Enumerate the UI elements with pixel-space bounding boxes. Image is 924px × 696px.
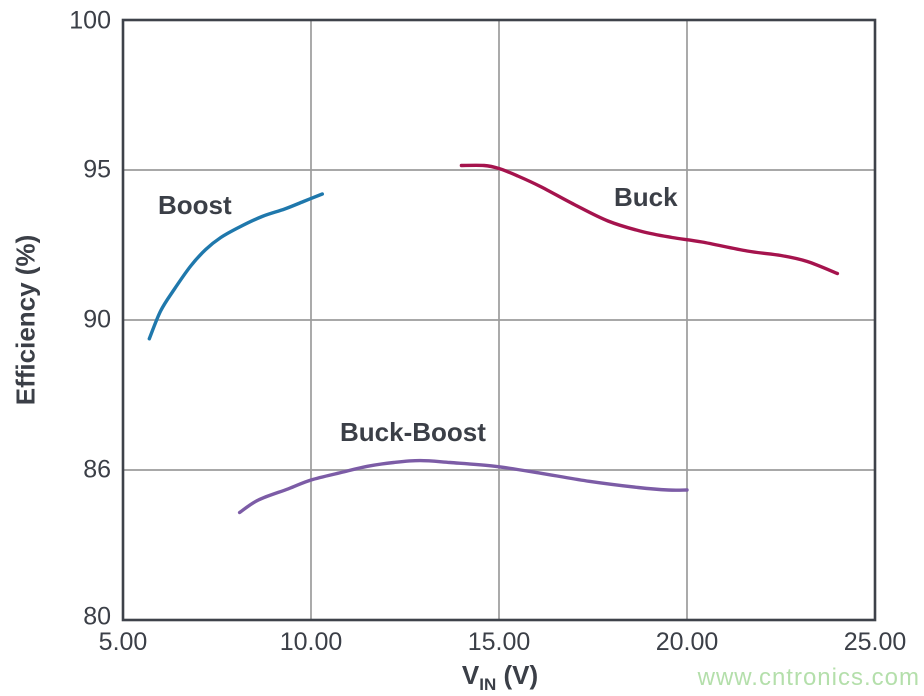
series-label-buck: Buck — [614, 182, 678, 212]
y-tick-label: 100 — [69, 6, 111, 35]
x-tick-label: 20.00 — [655, 628, 719, 656]
y-tick-label: 86 — [83, 455, 111, 484]
series-curve-buck-boost — [237, 458, 689, 515]
series-curve-buck — [459, 163, 840, 276]
x-tick-label: 10.00 — [279, 628, 343, 656]
y-tick-label: 80 — [83, 602, 111, 631]
x-tick-label: 5.00 — [98, 628, 148, 656]
x-tick-label: 25.00 — [843, 628, 907, 656]
series-label-buck-boost: Buck-Boost — [340, 417, 486, 447]
x-axis-title-sub: IN — [479, 675, 497, 694]
series-curve-boost — [147, 192, 324, 341]
x-axis-title-base: V — [461, 660, 480, 690]
x-axis-title-unit: (V) — [503, 660, 539, 690]
y-axis-title: Efficiency (%) — [10, 234, 41, 406]
x-tick-label: 15.00 — [467, 628, 531, 656]
y-tick-label: 95 — [83, 155, 111, 184]
x-axis-title: VIN (V) — [461, 660, 539, 694]
watermark: www.cntronics.com — [697, 664, 920, 691]
series-label-boost: Boost — [158, 190, 232, 220]
y-tick-label: 90 — [83, 305, 111, 334]
